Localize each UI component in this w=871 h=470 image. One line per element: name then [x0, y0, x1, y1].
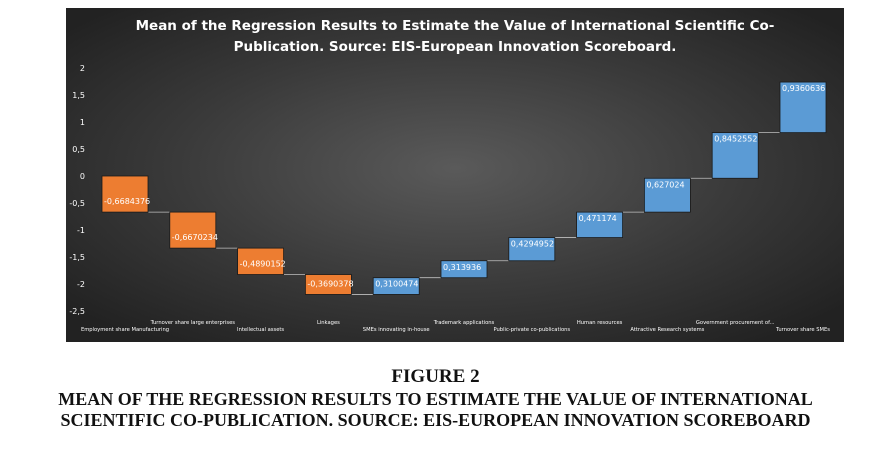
y-tick-label: -1,5 [69, 253, 85, 262]
y-tick-label: -1 [77, 226, 85, 235]
x-category-label: Linkages [317, 320, 340, 326]
x-category-label: Intellectual assets [237, 327, 284, 333]
x-category-label: Turnover share large enterprises [150, 320, 236, 326]
waterfall-chart: Mean of the Regression Results to Estima… [66, 8, 844, 342]
bars [101, 81, 827, 295]
y-tick-label: -0,5 [69, 199, 85, 208]
waterfall-bar [101, 175, 149, 213]
waterfall-bar [711, 132, 759, 179]
x-category-label: Attractive Research systems [630, 327, 704, 333]
bar-value-label: 0,4294952 [511, 240, 554, 249]
waterfall-bar [779, 81, 827, 134]
chart-title: Mean of the Regression Results to Estima… [136, 18, 775, 55]
waterfall-bar [644, 177, 691, 213]
figure-label: FIGURE 2 [391, 366, 480, 387]
bar-value-label: -0,6670234 [172, 233, 218, 242]
y-tick-label: 1,5 [72, 91, 85, 100]
bar-value-label: 0,9360636 [782, 84, 825, 93]
bar-value-label: -0,6684376 [104, 197, 150, 206]
bar-value-label: 0,8452552 [714, 135, 757, 144]
bar-value-label: -0,4890152 [240, 260, 286, 269]
x-category-label: Public-private co-publications [493, 327, 570, 333]
x-category-label: Trademark applications [433, 320, 495, 326]
waterfall-bar [372, 277, 420, 295]
y-tick-label: -2,5 [69, 307, 85, 316]
bar-value-label: 0,471174 [579, 214, 617, 223]
waterfall-bar [169, 211, 217, 249]
bar-value-label: 0,313936 [443, 263, 481, 272]
y-tick-label: 1 [80, 118, 85, 127]
x-category-label: Turnover share SMEs [775, 327, 830, 333]
waterfall-bar [304, 274, 352, 295]
y-tick-label: -2 [77, 280, 85, 289]
x-category-label: Employment share Manufacturing [81, 327, 169, 333]
y-tick-label: 0,5 [72, 145, 85, 154]
waterfall-bar [237, 247, 285, 275]
bar-value-label: -0,3690378 [307, 279, 353, 288]
y-tick-label: 0 [80, 172, 85, 181]
chart-figure: Mean of the Regression Results to Estima… [66, 8, 844, 342]
figure-caption: MEAN OF THE REGRESSION RESULTS TO ESTIMA… [58, 389, 813, 430]
waterfall-bar [508, 237, 556, 262]
x-category-label: Human resources [577, 320, 623, 326]
y-axis: 2 1,5 1 0,5 0 -0,5 -1 -1,5 -2 -2,5 [69, 64, 85, 316]
value-labels: -0,6684376 -0,6670234 -0,4890152 -0,3690378… [104, 84, 825, 289]
x-category-label: Government procurement of... [696, 320, 775, 326]
chart-title-line: Mean of the Regression Results to Estima… [136, 18, 775, 34]
bar-value-label: 0,627024 [646, 180, 684, 189]
chart-title-line: Publication. Source: EIS-European Innova… [234, 39, 677, 55]
y-tick-label: 2 [80, 64, 85, 73]
waterfall-bar [440, 260, 488, 279]
waterfall-bar [576, 211, 624, 238]
bar-value-label: 0,3100474 [375, 280, 418, 289]
connector-lines [148, 132, 780, 295]
x-category-label: SMEs innovating in-house [363, 327, 430, 333]
